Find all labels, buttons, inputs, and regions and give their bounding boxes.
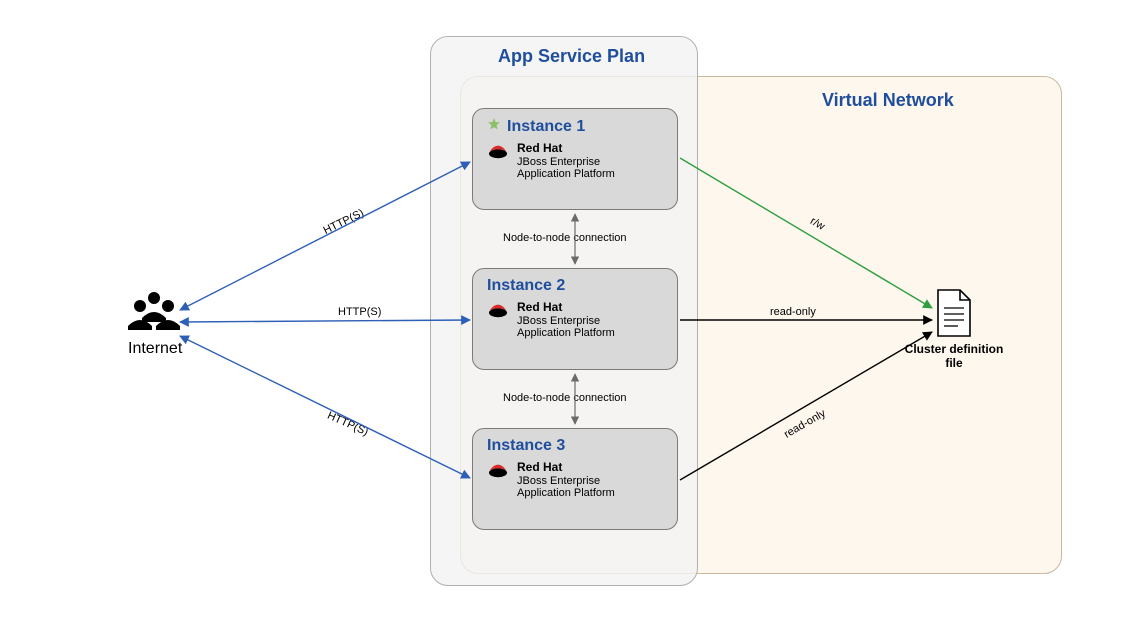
redhat-icon	[487, 142, 509, 165]
redhat-icon	[487, 461, 509, 484]
instance-box: Instance 2 Red Hat JBoss Enterprise Appl…	[472, 268, 678, 370]
file-icon	[934, 288, 974, 343]
edge-label-http-1: HTTP(S)	[322, 207, 366, 237]
instance-title-text: Instance 2	[487, 277, 565, 295]
internet-label: Internet	[128, 340, 182, 358]
product-name: Red Hat	[517, 461, 615, 475]
product-sub-line1: JBoss Enterprise	[517, 475, 615, 488]
file-label-line2: file	[945, 356, 962, 370]
product-name: Red Hat	[517, 142, 615, 156]
product-name: Red Hat	[517, 301, 615, 315]
star-icon	[487, 117, 501, 136]
product-sub-line2: Application Platform	[517, 168, 615, 181]
instance-title: Instance 3	[487, 437, 663, 455]
edge-label-http-3: HTTP(S)	[325, 410, 370, 439]
instance-title: Instance 1	[487, 117, 663, 136]
edge-label-node-conn-1: Node-to-node connection	[503, 232, 627, 244]
file-label: Cluster definition file	[898, 342, 1010, 370]
instance-title-text: Instance 1	[507, 118, 585, 136]
instance-product-text: Red Hat JBoss Enterprise Application Pla…	[517, 301, 615, 340]
virtual-network-title: Virtual Network	[822, 90, 954, 111]
product-sub-line2: Application Platform	[517, 487, 615, 500]
redhat-icon	[487, 301, 509, 324]
product-sub-line1: JBoss Enterprise	[517, 156, 615, 169]
instance-box: Instance 3 Red Hat JBoss Enterprise Appl…	[472, 428, 678, 530]
instance-title-text: Instance 3	[487, 437, 565, 455]
app-service-plan-title: App Service Plan	[498, 46, 645, 67]
product-sub-line2: Application Platform	[517, 327, 615, 340]
edge-label-http-2: HTTP(S)	[338, 306, 381, 318]
product-sub-line1: JBoss Enterprise	[517, 315, 615, 328]
instance-product-text: Red Hat JBoss Enterprise Application Pla…	[517, 461, 615, 500]
instance-title: Instance 2	[487, 277, 663, 295]
file-label-line1: Cluster definition	[905, 342, 1004, 356]
edge-label-ro-1: read-only	[770, 306, 816, 318]
instance-box: Instance 1 Red Hat JBoss Enterprise Appl…	[472, 108, 678, 210]
edge-label-node-conn-2: Node-to-node connection	[503, 392, 627, 404]
internet-icon	[126, 290, 182, 339]
instance-product-text: Red Hat JBoss Enterprise Application Pla…	[517, 142, 615, 181]
